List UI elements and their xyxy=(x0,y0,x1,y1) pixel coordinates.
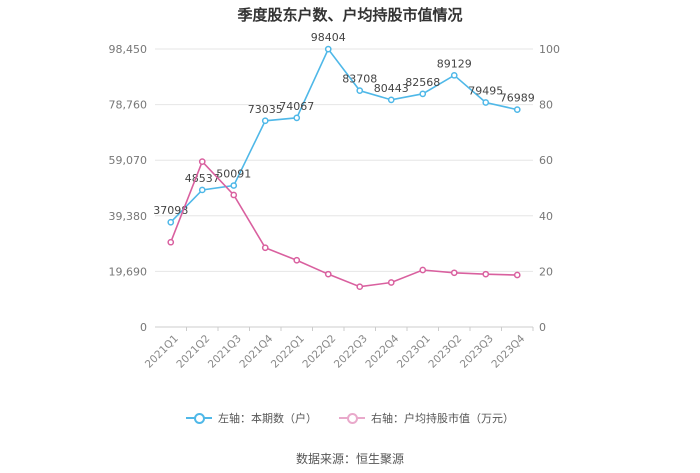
x-tick-label: 2023Q2 xyxy=(426,333,464,371)
x-tick-label: 2022Q2 xyxy=(300,333,338,371)
data-point-avg-value xyxy=(293,256,301,264)
data-point-avg-value xyxy=(482,270,490,278)
left-tick-label: 0 xyxy=(140,321,147,334)
legend-swatch-households xyxy=(186,413,212,424)
right-tick-label: 20 xyxy=(539,265,553,278)
left-tick-label: 39,380 xyxy=(109,210,148,223)
data-label-households: 76989 xyxy=(500,92,535,105)
legend-item-avg-value[interactable]: 右轴：户均持股市值（万元） xyxy=(339,410,514,426)
data-label-households: 82568 xyxy=(405,76,440,89)
series-line-avg-value xyxy=(170,160,518,288)
x-tick-label: 2023Q4 xyxy=(489,332,527,370)
data-label-households: 73035 xyxy=(248,103,283,116)
data-point-avg-value xyxy=(198,158,206,165)
data-point-households xyxy=(167,218,175,226)
data-label-households: 89129 xyxy=(437,57,472,70)
x-tick-label: 2021Q4 xyxy=(237,332,275,370)
data-label-households: 83708 xyxy=(342,73,377,86)
legend-swatch-avg-value xyxy=(339,413,365,424)
left-tick-label: 19,690 xyxy=(109,265,148,278)
data-point-households xyxy=(513,106,521,113)
data-point-avg-value xyxy=(513,271,521,279)
chart-legend: 左轴：本期数（户） 右轴：户均持股市值（万元） xyxy=(0,410,700,426)
x-tick-label: 2022Q4 xyxy=(363,332,401,370)
source-note: 数据来源：恒生聚源 xyxy=(295,452,404,466)
data-point-households xyxy=(419,90,427,98)
x-tick-label: 2021Q1 xyxy=(143,333,181,371)
data-point-avg-value xyxy=(356,283,364,291)
data-point-avg-value xyxy=(419,266,427,274)
x-tick-label: 2022Q1 xyxy=(269,333,307,371)
x-tick-label: 2021Q2 xyxy=(174,333,212,371)
data-label-households: 74067 xyxy=(279,100,314,113)
x-tick-label: 2023Q1 xyxy=(395,333,433,371)
left-tick-label: 98,450 xyxy=(109,43,148,56)
series-line-households xyxy=(170,47,518,223)
legend-item-households[interactable]: 左轴：本期数（户） xyxy=(186,410,317,426)
right-tick-label: 0 xyxy=(539,321,546,334)
legend-label-avg-value: 右轴：户均持股市值（万元） xyxy=(371,412,514,425)
right-tick-label: 60 xyxy=(539,154,553,167)
data-point-households xyxy=(198,186,206,194)
data-point-households xyxy=(356,87,364,94)
right-tick-label: 80 xyxy=(539,99,553,112)
data-point-avg-value xyxy=(324,270,332,278)
data-point-households xyxy=(387,96,395,104)
data-point-households xyxy=(324,45,332,53)
data-label-households: 80443 xyxy=(374,82,409,95)
left-tick-label: 78,760 xyxy=(109,99,148,112)
chart-title: 季度股东户数、户均持股市值情况 xyxy=(237,6,463,24)
data-point-avg-value xyxy=(167,238,175,246)
data-point-households xyxy=(293,114,301,122)
right-tick-label: 40 xyxy=(539,210,553,223)
data-label-households: 98404 xyxy=(311,31,346,44)
x-tick-label: 2022Q3 xyxy=(332,333,370,371)
data-point-households xyxy=(482,99,490,106)
data-point-avg-value xyxy=(450,269,458,277)
data-point-avg-value xyxy=(387,279,395,286)
data-point-avg-value xyxy=(230,191,238,199)
data-label-households: 48537 xyxy=(185,172,220,185)
data-point-households xyxy=(230,182,238,189)
data-label-households: 50091 xyxy=(216,168,251,181)
data-label-households: 79495 xyxy=(468,85,503,98)
data-label-households: 37098 xyxy=(153,204,188,217)
data-point-households xyxy=(261,117,269,125)
right-tick-label: 100 xyxy=(539,43,560,56)
x-tick-label: 2021Q3 xyxy=(206,333,244,371)
left-tick-label: 59,070 xyxy=(109,154,148,167)
x-tick-label: 2023Q3 xyxy=(458,333,496,371)
legend-label-households: 左轴：本期数（户） xyxy=(218,412,317,425)
data-point-households xyxy=(450,71,458,79)
data-point-avg-value xyxy=(261,244,269,252)
